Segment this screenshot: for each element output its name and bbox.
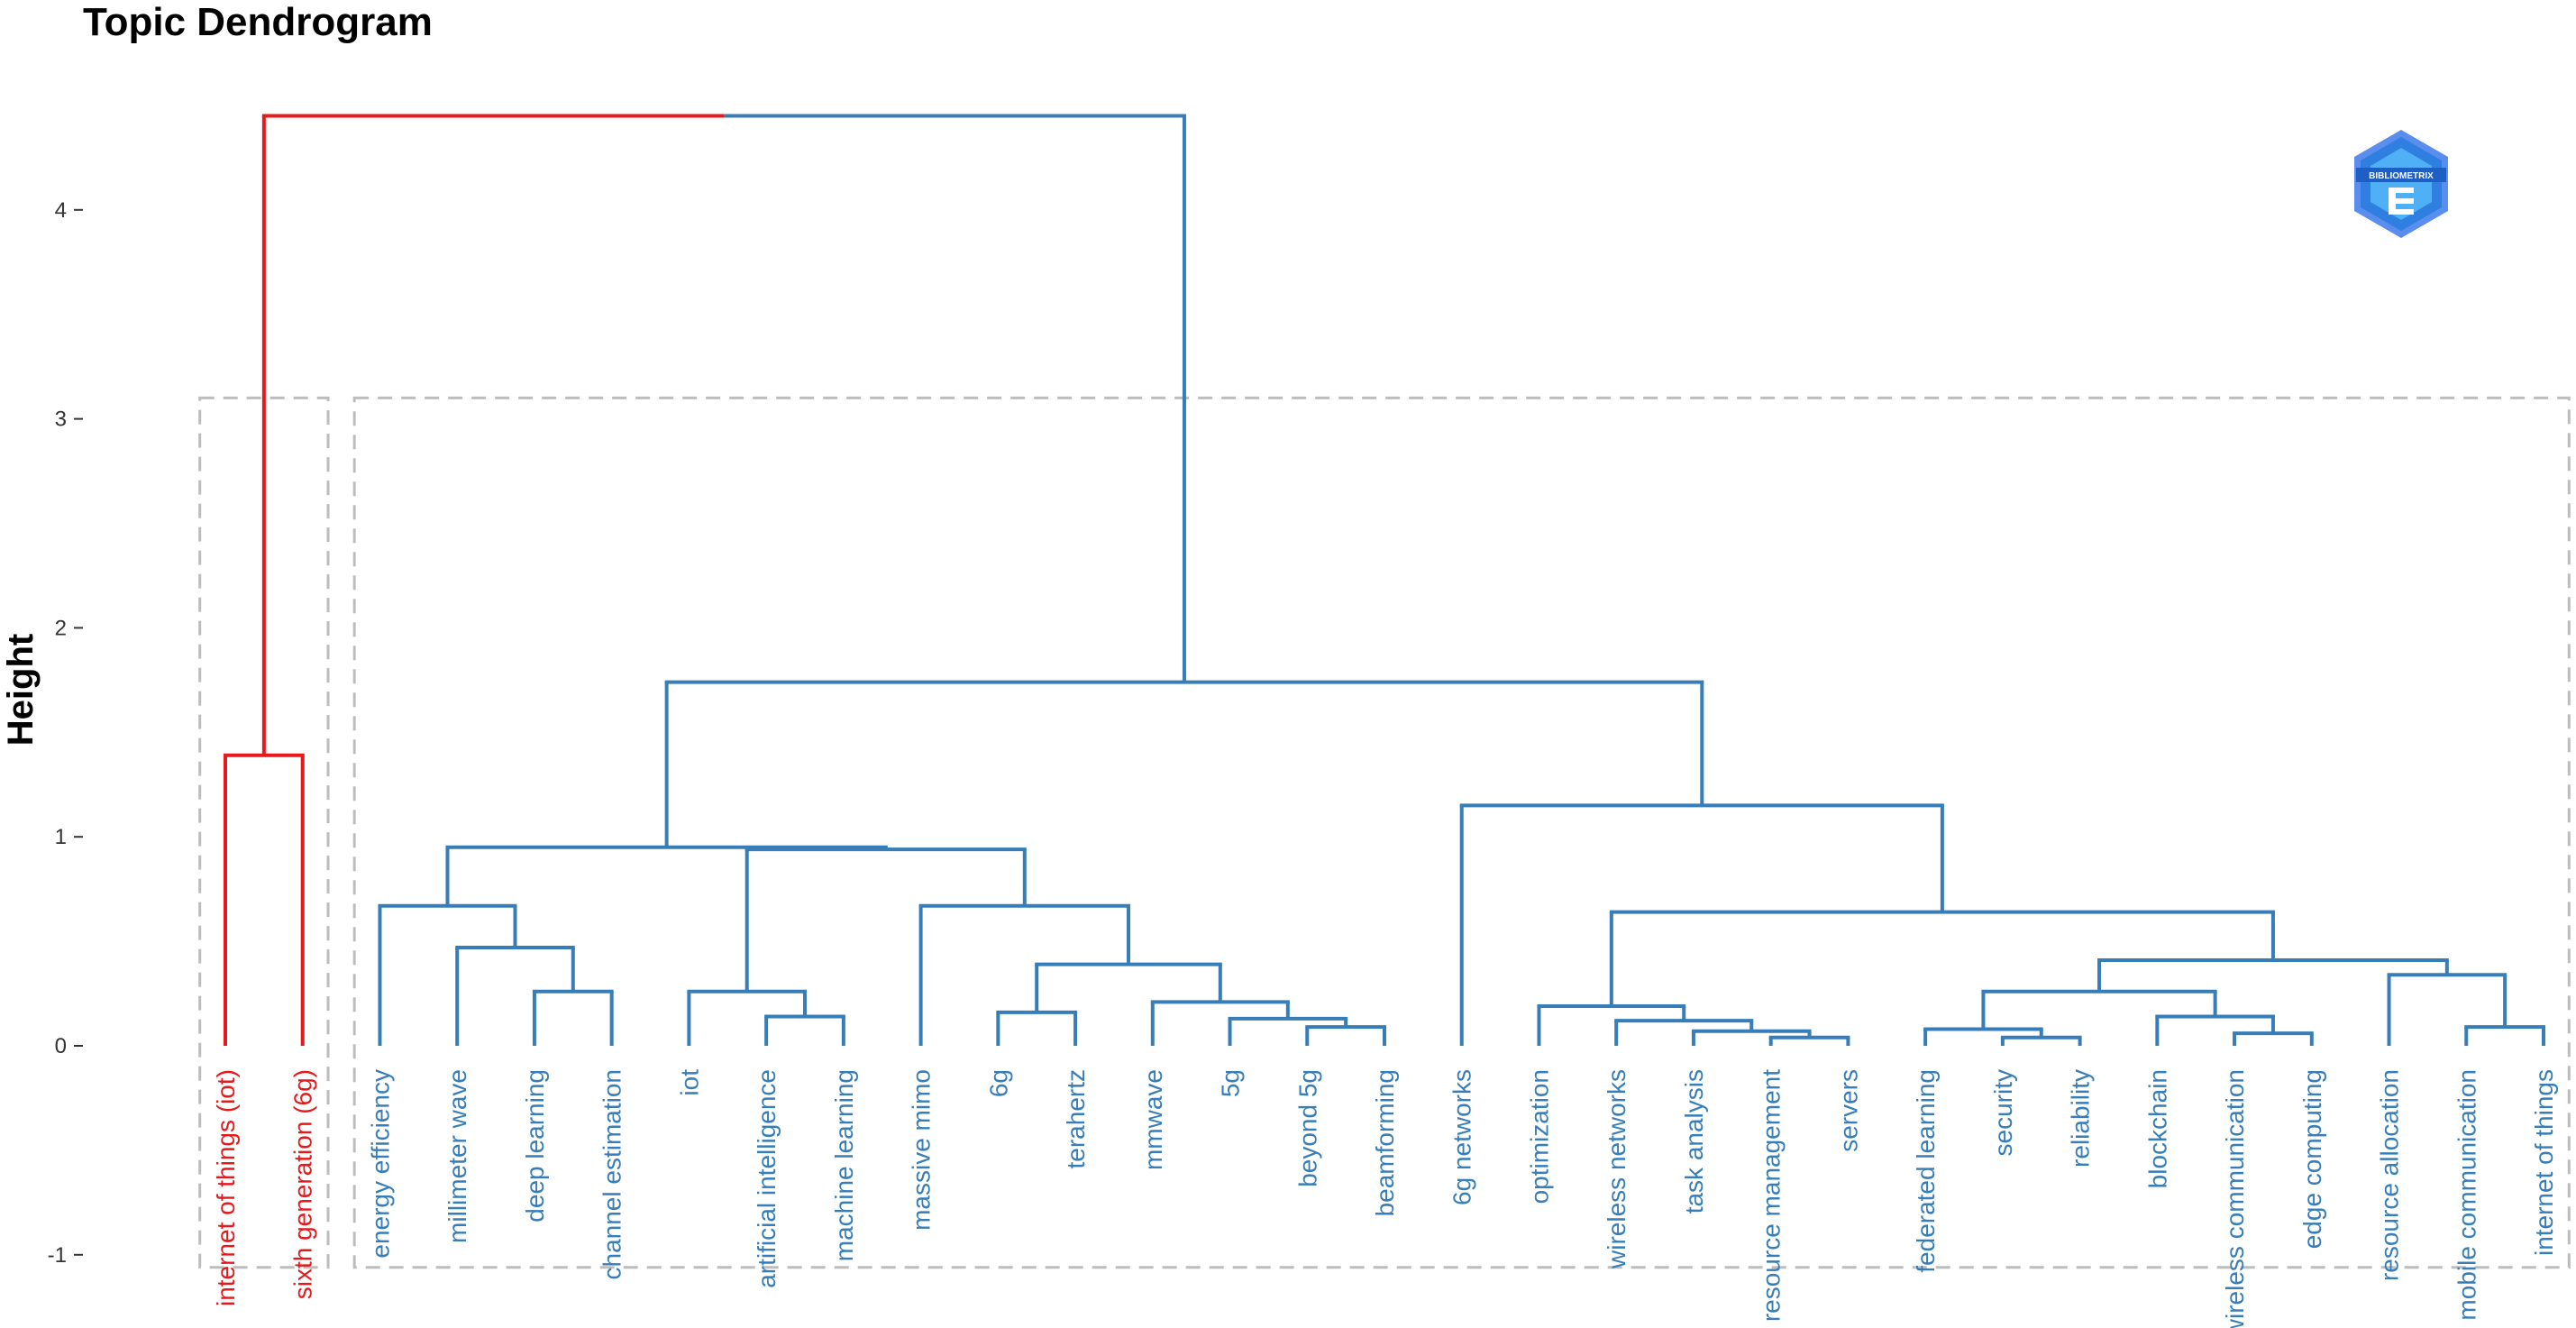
cluster-rectangle (352, 396, 2571, 1269)
leaf-label: internet of things (2530, 1069, 2558, 1256)
leaf-label: servers (1834, 1069, 1862, 1152)
leaf-label: beamforming (1371, 1069, 1399, 1216)
cluster-rectangle (198, 396, 330, 1269)
leaf-label: reliability (2067, 1069, 2095, 1168)
leaf-label: task analysis (1680, 1069, 1708, 1214)
y-tick-label: 2 (55, 616, 67, 640)
leaf-label: terahertz (1062, 1069, 1090, 1169)
logo-text: BIBLIOMETRIX (2369, 171, 2434, 181)
y-tick-label: 3 (55, 408, 67, 432)
leaf-label: energy efficiency (366, 1069, 394, 1259)
leaf-label: 5g (1217, 1069, 1245, 1097)
y-tick-label: 0 (55, 1034, 67, 1058)
leaf-label: optimization (1525, 1069, 1553, 1204)
leaf-label: machine learning (830, 1069, 858, 1261)
leaf-labels: internet of things (iot) sixth generation… (212, 1069, 2558, 1328)
leaf-label: deep learning (521, 1069, 549, 1223)
leaf-label: 6g (984, 1069, 1012, 1097)
leaf-label: federated learning (1912, 1069, 1940, 1273)
cluster-rectangles (198, 396, 2571, 1269)
y-axis-label: Height (1, 634, 41, 746)
leaf-label: internet of things (iot) (212, 1069, 240, 1306)
leaf-label: massive mimo (908, 1069, 936, 1231)
y-tick-label: -1 (48, 1243, 67, 1268)
leaf-label: mobile communication (2453, 1069, 2480, 1321)
dendrogram-branches (224, 114, 2545, 1046)
bibliometrix-logo: BIBLIOMETRIX (2354, 130, 2448, 238)
y-tick-label: 1 (55, 825, 67, 849)
leaf-label: beyond 5g (1293, 1069, 1321, 1187)
leaf-label: mmwave (1139, 1069, 1167, 1170)
y-axis: -1 0 1 2 3 4 (48, 198, 83, 1268)
leaf-label: wireless communication (2221, 1069, 2249, 1328)
logo-bars-icon (2389, 188, 2414, 215)
leaf-label: resource management (1758, 1069, 1786, 1322)
leaf-label: artificial intelligence (753, 1069, 781, 1288)
chart-title: Topic Dendrogram (83, 0, 433, 44)
y-tick-label: 4 (55, 198, 67, 223)
leaf-label: security (1989, 1069, 2017, 1156)
leaf-label: blockchain (2143, 1069, 2171, 1188)
leaf-label: edge computing (2298, 1069, 2326, 1249)
leaf-label: millimeter wave (443, 1069, 471, 1243)
leaf-label: channel estimation (598, 1069, 626, 1279)
leaf-label: sixth generation (6g) (289, 1069, 317, 1299)
leaf-label: resource allocation (2376, 1069, 2404, 1281)
leaf-label: iot (675, 1069, 703, 1096)
leaf-label: wireless networks (1603, 1069, 1631, 1269)
leaf-label: 6g networks (1448, 1069, 1476, 1205)
